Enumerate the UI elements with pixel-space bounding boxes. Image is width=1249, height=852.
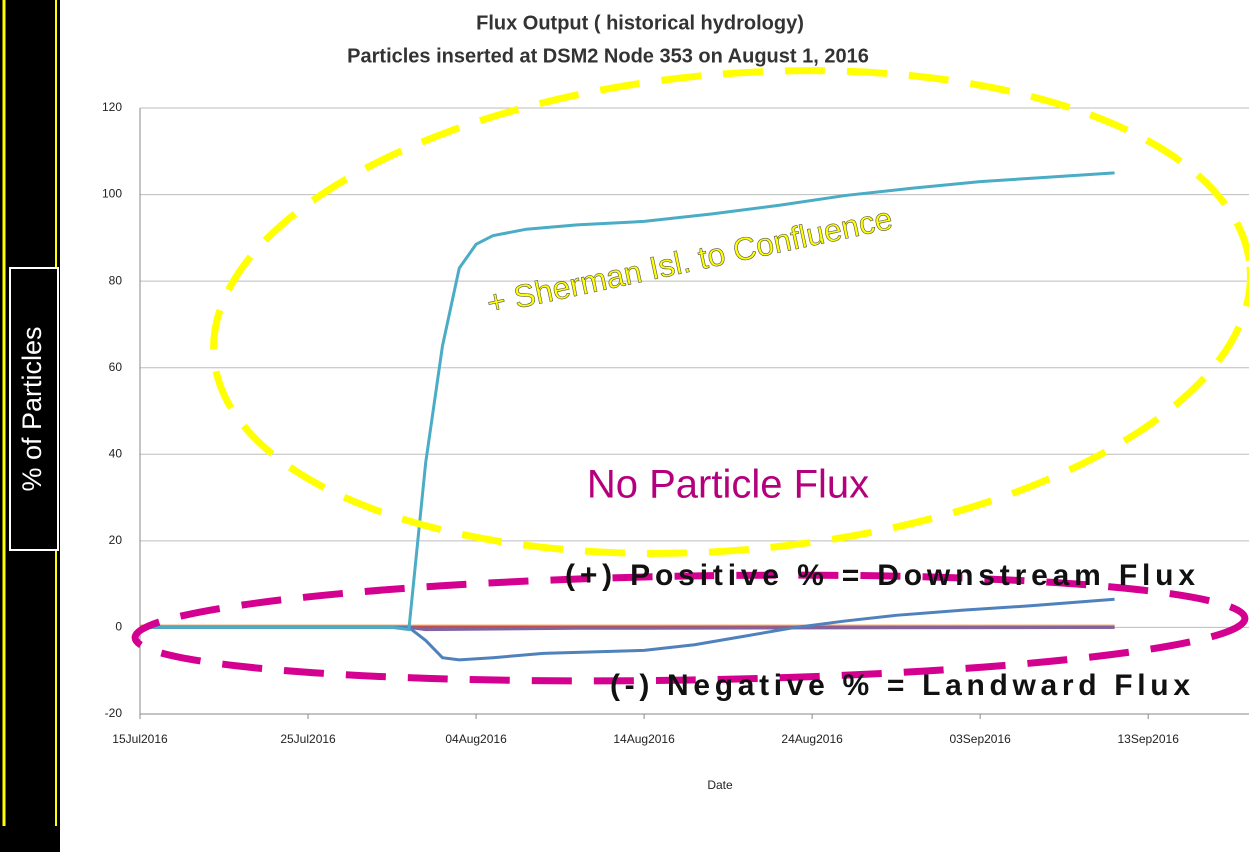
x-tick-label: 14Aug2016: [613, 732, 675, 746]
annotation: (+) Positive % = Downstream Flux: [565, 559, 1195, 592]
plot: -20 0 20 40 60 80 100 120 15Jul2016 25Jul2016 04Au…: [102, 100, 1249, 746]
y-tick-label: 40: [109, 446, 123, 460]
x-tick-label: 03Sep2016: [949, 732, 1011, 746]
x-axis-label: Date: [707, 778, 733, 792]
y-tick-label: 0: [115, 620, 122, 634]
annotation: + Sherman Isl. to Confluence: [483, 200, 895, 321]
x-tick-label: 24Aug2016: [781, 732, 843, 746]
y-tick-label: 80: [109, 273, 123, 287]
y-tick-label: 120: [102, 100, 122, 114]
series-line: [140, 597, 1115, 662]
y-tick-label: 100: [102, 187, 122, 201]
chart-subtitle: Particles inserted at DSM2 Node 353 on A…: [347, 45, 869, 67]
x-tick-label: 13Sep2016: [1117, 732, 1179, 746]
y-axis-label: % of Particles: [17, 326, 47, 491]
y-tick-label: 20: [109, 533, 123, 547]
ylabel-box: [9, 267, 59, 551]
highlight-ellipse: [210, 67, 1249, 557]
x-tick-label: 15Jul2016: [112, 732, 168, 746]
series-line: [140, 171, 1115, 632]
annotation: (-) Negative % = Landward Flux: [610, 669, 1190, 702]
y-tick-label: 60: [109, 360, 123, 374]
x-tick-label: 25Jul2016: [280, 732, 336, 746]
annotation: No Particle Flux: [587, 463, 869, 507]
y-tick-label: -20: [105, 706, 123, 720]
chart-title: Flux Output ( historical hydrology): [476, 12, 804, 34]
highlight-ellipse: [131, 571, 1249, 685]
x-tick-label: 04Aug2016: [445, 732, 507, 746]
